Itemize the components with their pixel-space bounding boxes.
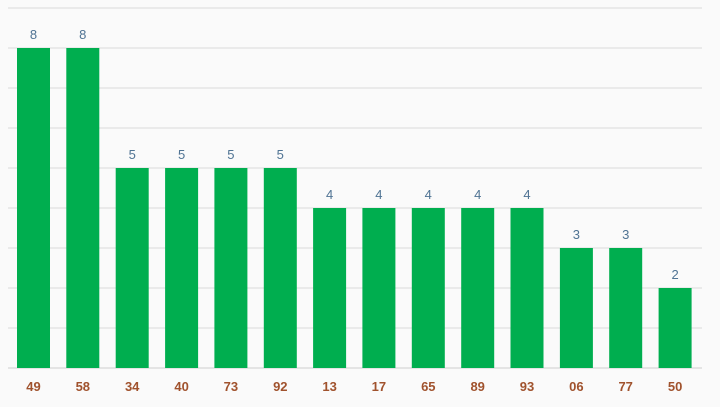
value-label-17: 4 bbox=[375, 187, 382, 202]
value-label-73: 5 bbox=[227, 147, 234, 162]
x-tick-label-34: 34 bbox=[125, 379, 140, 394]
x-tick-label-89: 89 bbox=[470, 379, 484, 394]
bar-89 bbox=[461, 208, 495, 368]
bar-65 bbox=[411, 208, 445, 368]
bar-13 bbox=[313, 208, 347, 368]
x-tick-label-93: 93 bbox=[520, 379, 534, 394]
x-tick-label-58: 58 bbox=[76, 379, 90, 394]
bar-40 bbox=[165, 168, 199, 368]
value-label-65: 4 bbox=[425, 187, 432, 202]
bar-50 bbox=[658, 288, 692, 368]
value-label-06: 3 bbox=[573, 227, 580, 242]
value-label-49: 8 bbox=[30, 27, 37, 42]
bar-58 bbox=[66, 48, 100, 368]
value-label-34: 5 bbox=[129, 147, 136, 162]
x-tick-label-65: 65 bbox=[421, 379, 435, 394]
value-label-40: 5 bbox=[178, 147, 185, 162]
x-tick-label-50: 50 bbox=[668, 379, 682, 394]
x-tick-label-13: 13 bbox=[322, 379, 336, 394]
value-label-58: 8 bbox=[79, 27, 86, 42]
x-tick-label-92: 92 bbox=[273, 379, 287, 394]
value-label-50: 2 bbox=[671, 267, 678, 282]
x-tick-label-06: 06 bbox=[569, 379, 583, 394]
x-tick-label-17: 17 bbox=[372, 379, 386, 394]
x-tick-label-73: 73 bbox=[224, 379, 238, 394]
value-labels: 8 8 5 5 5 5 4 4 4 4 4 3 3 2 bbox=[30, 27, 679, 282]
bars bbox=[17, 48, 692, 368]
x-tick-label-40: 40 bbox=[174, 379, 188, 394]
bar-77 bbox=[609, 248, 643, 368]
bar-92 bbox=[263, 168, 297, 368]
bar-49 bbox=[17, 48, 50, 368]
x-tick-label-77: 77 bbox=[618, 379, 632, 394]
bar-73 bbox=[214, 168, 248, 368]
value-label-93: 4 bbox=[523, 187, 530, 202]
bar-34 bbox=[115, 168, 149, 368]
value-label-13: 4 bbox=[326, 187, 333, 202]
x-axis-tick-labels: 49 58 34 40 73 92 13 17 65 89 93 06 77 50 bbox=[26, 379, 682, 394]
value-label-92: 5 bbox=[277, 147, 284, 162]
bar-06 bbox=[559, 248, 593, 368]
gridlines bbox=[8, 7, 702, 369]
bar-93 bbox=[510, 208, 544, 368]
bar-17 bbox=[362, 208, 396, 368]
value-label-89: 4 bbox=[474, 187, 481, 202]
value-label-77: 3 bbox=[622, 227, 629, 242]
x-tick-label-49: 49 bbox=[26, 379, 40, 394]
